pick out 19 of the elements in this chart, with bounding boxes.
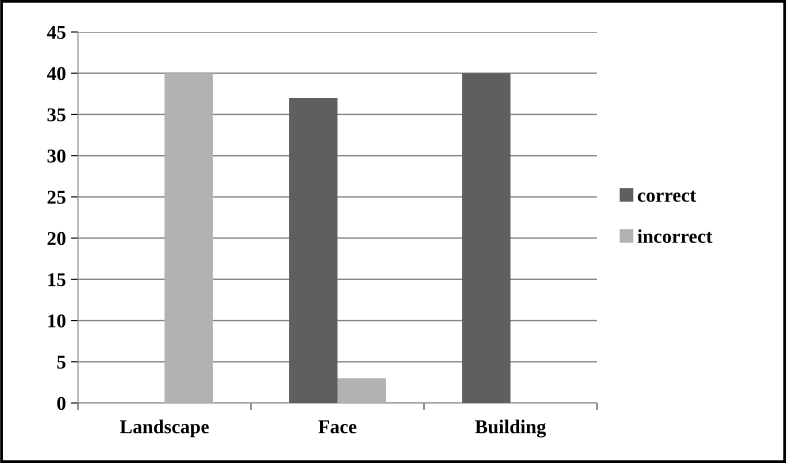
- y-tick-label: 5: [57, 356, 66, 369]
- y-tick-label: 10: [48, 314, 66, 328]
- y-tick-label: 25: [48, 190, 66, 204]
- y-tick-label: 30: [47, 149, 66, 163]
- y-tick-label: 35: [47, 108, 66, 122]
- x-tick-label: Landscape: [120, 420, 209, 438]
- legend-label: correct: [638, 190, 696, 202]
- x-tick-label: Face: [318, 420, 356, 434]
- legend-label: incorrect: [638, 229, 712, 243]
- y-tick-label: 15: [48, 273, 66, 286]
- y-tick-label: 0: [57, 396, 66, 410]
- x-tick-label: Building: [475, 420, 546, 438]
- bar: [338, 378, 386, 403]
- y-tick-label: 45: [47, 26, 66, 39]
- bar: [289, 98, 338, 403]
- bar: [164, 73, 213, 403]
- bar: [462, 73, 510, 403]
- y-tick-label: 20: [48, 232, 66, 246]
- y-tick-label: 40: [47, 67, 66, 80]
